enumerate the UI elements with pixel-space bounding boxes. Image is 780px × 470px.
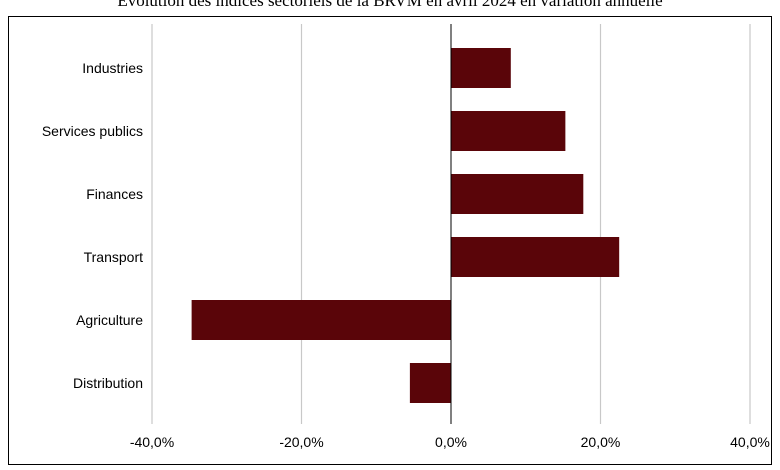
category-labels: Industries Services publics Finances Transp… bbox=[42, 60, 143, 391]
gridlines bbox=[151, 24, 751, 424]
bar-3 bbox=[451, 237, 620, 277]
bars bbox=[191, 48, 620, 403]
x-tick-label-2: 0,0% bbox=[435, 434, 467, 450]
bar-2 bbox=[451, 174, 584, 214]
category-label-4: Agriculture bbox=[76, 312, 143, 328]
category-label-5: Distribution bbox=[73, 375, 143, 391]
chart-title: Évolution des indices sectoriels de la B… bbox=[117, 0, 663, 10]
bar-1 bbox=[451, 111, 566, 151]
bar-4 bbox=[191, 300, 451, 340]
x-tick-label-1: -20,0% bbox=[279, 434, 323, 450]
category-label-3: Transport bbox=[84, 249, 144, 265]
x-tick-label-4: 40,0% bbox=[730, 434, 770, 450]
category-label-0: Industries bbox=[82, 60, 143, 76]
x-tick-labels: -40,0% -20,0% 0,0% 20,0% 40,0% bbox=[130, 434, 770, 450]
chart-frame bbox=[8, 16, 772, 465]
bar-5 bbox=[409, 363, 451, 403]
x-tick-label-0: -40,0% bbox=[130, 434, 174, 450]
bar-0 bbox=[451, 48, 511, 88]
category-label-1: Services publics bbox=[42, 123, 143, 139]
category-label-2: Finances bbox=[86, 186, 143, 202]
x-tick-label-3: 20,0% bbox=[581, 434, 621, 450]
